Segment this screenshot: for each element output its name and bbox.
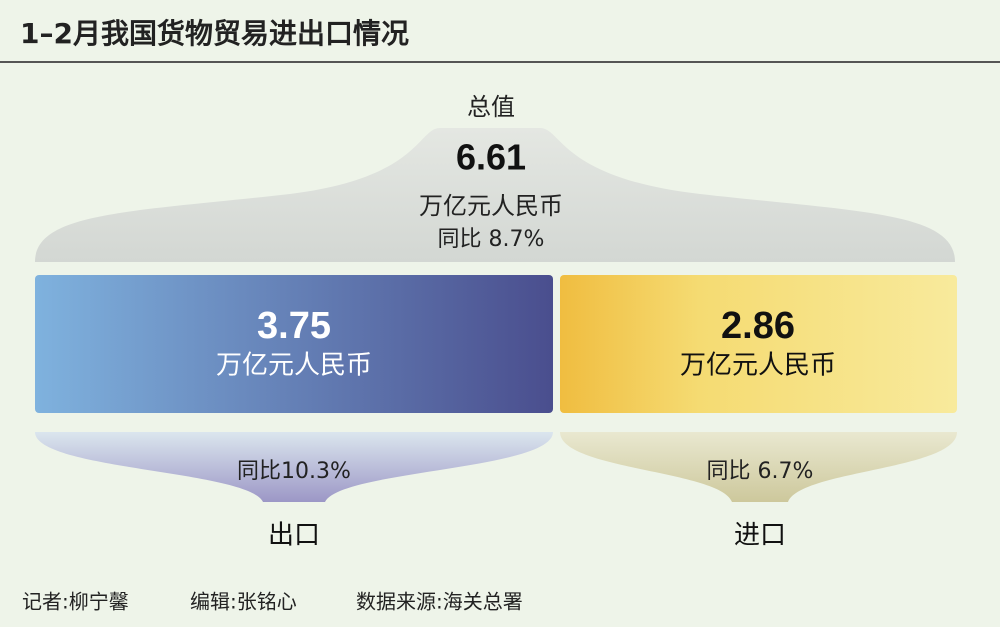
total-label: 总值 xyxy=(467,93,515,121)
import-unit: 万亿元人民币 xyxy=(680,351,836,381)
import-growth: 同比 6.7% xyxy=(707,459,814,484)
import-label: 进口 xyxy=(734,521,786,551)
total-bracket xyxy=(35,128,955,262)
footer-reporter: 记者:柳宁馨 xyxy=(22,590,129,614)
footer-source: 数据来源:海关总署 xyxy=(356,590,523,614)
import-funnel xyxy=(560,432,957,502)
import-box xyxy=(560,275,957,413)
footer-editor: 编辑:张铭心 xyxy=(190,590,297,614)
total-growth: 同比 8.7% xyxy=(438,227,545,252)
export-funnel xyxy=(35,432,553,502)
title: 1–2月我国货物贸易进出口情况 xyxy=(20,17,409,50)
import-value: 2.86 xyxy=(721,305,795,347)
total-unit: 万亿元人民币 xyxy=(419,192,563,220)
export-growth: 同比10.3% xyxy=(237,459,351,484)
total-value: 6.61 xyxy=(456,137,526,178)
export-box xyxy=(35,275,553,413)
export-value: 3.75 xyxy=(257,305,331,347)
export-label: 出口 xyxy=(268,521,320,551)
export-unit: 万亿元人民币 xyxy=(216,351,372,381)
